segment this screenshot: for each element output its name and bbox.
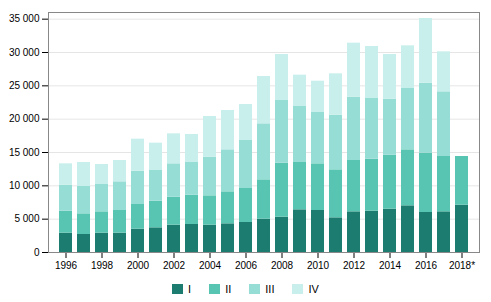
html-text:I: I [188,283,192,295]
html-text:III: III [265,283,275,295]
svg-text:2004: 2004 [199,260,222,271]
svg-text:2018*: 2018* [449,260,475,271]
svg-text:20 000: 20 000 [9,113,40,124]
svg-text:25 000: 25 000 [9,80,40,91]
svg-text:2008: 2008 [271,260,294,271]
svg-text:2006: 2006 [235,260,258,271]
svg-text:2012: 2012 [343,260,366,271]
svg-text:2002: 2002 [163,260,186,271]
svg-text:0: 0 [34,247,40,258]
svg-text:1998: 1998 [91,260,114,271]
html-text:II: II [225,283,232,295]
svg-text:15 000: 15 000 [9,147,40,158]
html-text:IV: IV [308,283,319,295]
svg-text:30 000: 30 000 [9,47,40,58]
svg-text:35 000: 35 000 [9,13,40,24]
svg-text:2016: 2016 [415,260,438,271]
svg-text:1996: 1996 [55,260,78,271]
svg-text:2014: 2014 [379,260,402,271]
svg-text:2000: 2000 [127,260,150,271]
svg-text:2010: 2010 [307,260,330,271]
svg-text:10 000: 10 000 [9,180,40,191]
svg-text:5 000: 5 000 [14,213,39,224]
